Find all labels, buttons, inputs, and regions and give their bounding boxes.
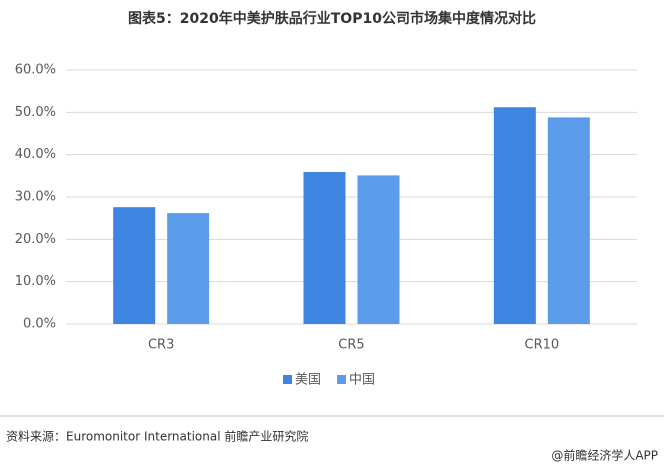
y-tick-label: 0.0% xyxy=(23,317,56,332)
legend-swatch xyxy=(283,375,292,384)
y-tick-label: 20.0% xyxy=(15,232,56,247)
legend-label: 美国 xyxy=(295,373,321,388)
y-tick-label: 30.0% xyxy=(15,190,56,205)
y-tick-label: 50.0% xyxy=(15,105,56,120)
x-tick-label: CR10 xyxy=(525,338,560,353)
chart-title: 图表5：2020年中美护肤品行业TOP10公司市场集中度情况对比 xyxy=(128,10,536,27)
y-tick-label: 40.0% xyxy=(15,147,56,162)
source: 资料来源：Euromonitor International 前瞻产业研究院 xyxy=(6,429,308,444)
x-tick-label: CR5 xyxy=(338,338,364,353)
x-tick-label: CR3 xyxy=(148,338,174,353)
footer: @前瞻经济学人APP xyxy=(551,448,658,463)
bar xyxy=(167,213,210,324)
bar xyxy=(493,107,536,325)
bar xyxy=(113,207,156,324)
bar xyxy=(547,117,590,324)
y-tick-label: 60.0% xyxy=(15,63,56,78)
y-tick-label: 10.0% xyxy=(15,274,56,289)
bar xyxy=(357,175,400,324)
bar xyxy=(303,172,346,324)
legend-swatch xyxy=(337,375,347,384)
legend-label: 中国 xyxy=(349,373,375,388)
